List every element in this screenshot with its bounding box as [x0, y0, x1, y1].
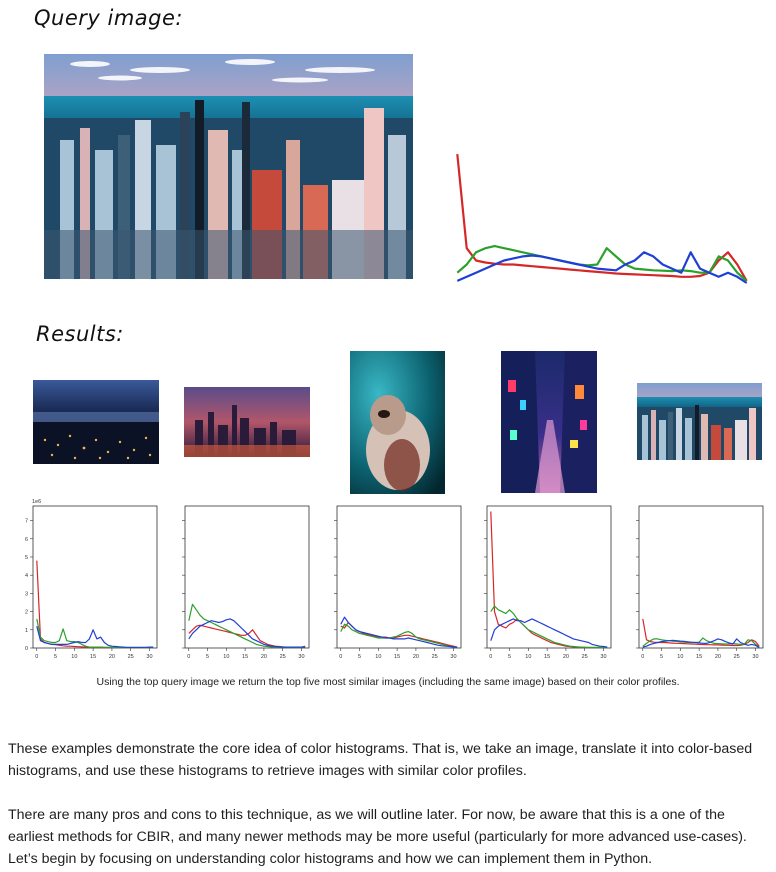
x-tick-label: 5	[206, 654, 209, 660]
result-image-4	[501, 351, 597, 493]
y-tick-label: 6	[25, 537, 28, 543]
x-tick-label: 0	[339, 654, 342, 660]
result-image-5	[637, 383, 762, 460]
x-tick-label: 20	[261, 654, 267, 660]
plot-frame	[336, 505, 462, 649]
query-histogram-green-line	[456, 245, 748, 282]
result-histogram-3-blue-line	[340, 616, 458, 648]
x-tick-label: 30	[298, 654, 304, 660]
query-image	[44, 54, 413, 279]
x-tick-label: 25	[582, 654, 588, 660]
x-tick-label: 5	[660, 654, 663, 660]
x-tick-label: 15	[242, 654, 248, 660]
x-tick-label: 20	[413, 654, 419, 660]
x-tick-label: 0	[187, 654, 190, 660]
x-tick-label: 15	[696, 654, 702, 660]
paragraph-1: These examples demonstrate the core idea…	[8, 741, 753, 779]
x-tick-label: 0	[641, 654, 644, 660]
x-tick-label: 20	[109, 654, 115, 660]
paragraph-2: There are many pros and cons to this tec…	[8, 807, 747, 867]
query-image-label: Query image:	[34, 6, 183, 30]
figure-canvas: 0 5 10 15 20 25 30 0 1 2 3 4 5 6 7 1e6 0 5 10 15 20 25 30 0 5 1…	[25, 54, 764, 660]
figure-caption: Using the top query image we return the …	[96, 676, 680, 688]
y-tick-label: 2	[25, 610, 28, 616]
x-tick-label: 10	[677, 654, 683, 660]
x-tick-label: 20	[563, 654, 569, 660]
result-histogram-1-blue-line	[36, 626, 154, 648]
result-image-3	[350, 351, 445, 494]
y-tick-label: 5	[25, 555, 28, 561]
result-histogram-3-green-line	[340, 623, 458, 648]
x-tick-label: 30	[146, 654, 152, 660]
x-tick-label: 10	[71, 654, 77, 660]
x-tick-label: 30	[600, 654, 606, 660]
result-histogram-1: 0 5 10 15 20 25 30 0 1 2 3 4 5 6 7 1e6	[25, 499, 158, 660]
x-tick-label: 5	[54, 654, 57, 660]
result-histogram-5-red-line	[642, 618, 760, 647]
query-histogram	[456, 153, 748, 284]
result-histogram-4: 0 5 10 15 20 25 30	[484, 505, 612, 660]
y-tick-label: 0	[25, 646, 28, 652]
x-tick-label: 25	[734, 654, 740, 660]
plot-frame	[638, 505, 764, 649]
plot-frame	[32, 505, 158, 649]
x-tick-label: 15	[394, 654, 400, 660]
x-tick-label: 10	[525, 654, 531, 660]
y-tick-label: 3	[25, 591, 28, 597]
result-histogram-2-blue-line	[188, 618, 306, 648]
x-tick-label: 0	[489, 654, 492, 660]
result-image-1	[33, 380, 159, 464]
x-tick-label: 15	[544, 654, 550, 660]
result-histogram-5-blue-line	[642, 638, 760, 649]
y-tick-label: 4	[25, 573, 28, 579]
x-tick-label: 15	[90, 654, 96, 660]
y-tick-label: 1	[25, 628, 28, 634]
x-tick-label: 5	[358, 654, 361, 660]
x-tick-label: 10	[375, 654, 381, 660]
y-tick-label: 7	[25, 519, 28, 525]
x-tick-label: 5	[508, 654, 511, 660]
scale-label: 1e6	[32, 499, 41, 505]
result-image-2	[184, 387, 310, 457]
result-histogram-4-blue-line	[490, 618, 608, 648]
x-tick-label: 10	[223, 654, 229, 660]
x-tick-label: 25	[432, 654, 438, 660]
result-histogram-3: 0 5 10 15 20 25 30	[334, 505, 462, 660]
plot-frame	[184, 505, 310, 649]
plot-frame	[486, 505, 612, 649]
result-histogram-2: 0 5 10 15 20 25 30	[182, 505, 310, 660]
x-tick-label: 20	[715, 654, 721, 660]
x-tick-label: 25	[280, 654, 286, 660]
x-tick-label: 30	[450, 654, 456, 660]
query-histogram-blue-line	[456, 251, 748, 284]
x-tick-label: 30	[752, 654, 758, 660]
x-tick-label: 0	[35, 654, 38, 660]
query-histogram-red-line	[456, 153, 748, 282]
result-histogram-5-green-line	[642, 637, 760, 648]
result-histogram-5: 0 5 10 15 20 25 30	[636, 505, 764, 660]
x-tick-label: 25	[128, 654, 134, 660]
results-label: Results:	[36, 322, 124, 346]
result-histogram-4-green-line	[490, 605, 608, 649]
